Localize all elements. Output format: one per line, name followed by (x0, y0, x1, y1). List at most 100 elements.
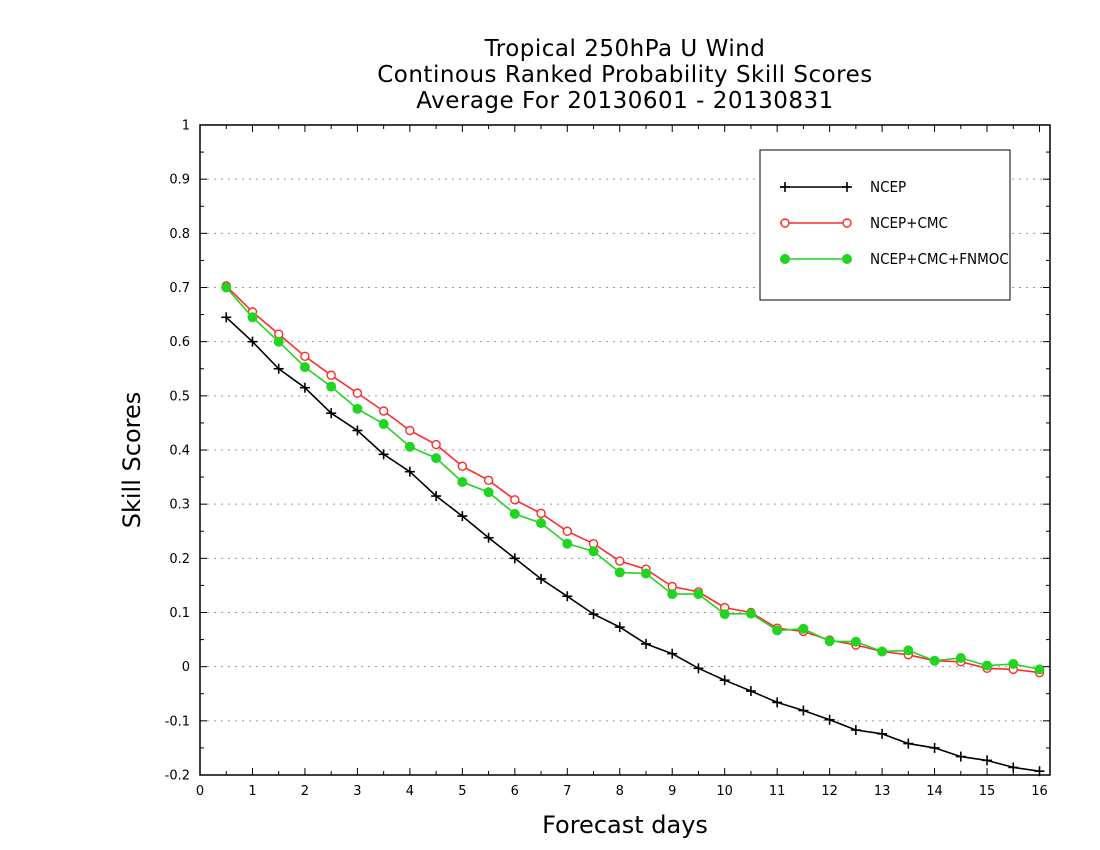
data-point (719, 675, 730, 686)
data-point (772, 697, 783, 708)
legend-entry: NCEP+CMC (780, 214, 948, 232)
data-point (457, 461, 468, 471)
data-point (378, 449, 389, 460)
series-layer (221, 281, 1045, 777)
data-point (273, 363, 284, 374)
legend-marker (780, 218, 790, 228)
x-tick-label: 16 (1031, 784, 1048, 799)
data-point (1008, 762, 1019, 773)
y-tick-label: 0.1 (169, 606, 190, 621)
data-point (378, 406, 389, 416)
data-point (562, 538, 573, 549)
data-point (982, 660, 993, 671)
data-point (693, 589, 704, 600)
title-line-2: Continous Ranked Probability Skill Score… (377, 62, 873, 88)
x-tick-label: 0 (196, 784, 204, 799)
data-point (352, 403, 363, 414)
data-point (247, 312, 258, 323)
data-point (457, 511, 468, 522)
x-tick-label: 11 (769, 784, 786, 799)
legend-marker (842, 182, 852, 192)
x-tick-label: 10 (716, 784, 733, 799)
legend-entry: NCEP (780, 178, 906, 196)
data-point (745, 686, 756, 697)
data-point (404, 466, 415, 477)
data-point (667, 648, 678, 659)
data-point (693, 663, 704, 674)
data-point (824, 714, 835, 725)
y-tick-label: 0.4 (169, 444, 190, 459)
data-point (877, 728, 888, 739)
x-tick-label: 5 (458, 784, 466, 799)
data-point (982, 755, 993, 766)
data-point (509, 508, 520, 519)
x-tick-label: 2 (301, 784, 309, 799)
data-point (509, 553, 520, 564)
data-point (1034, 664, 1045, 675)
data-point (431, 453, 442, 464)
y-tick-label: -0.1 (165, 714, 190, 729)
y-tick-label: 0.3 (169, 498, 190, 513)
data-point (483, 475, 494, 486)
y-tick-label: -0.2 (165, 769, 190, 784)
y-tick-label: 0 (182, 660, 190, 675)
data-point (221, 312, 232, 323)
data-point (483, 487, 494, 498)
legend-marker (842, 218, 852, 228)
title-line-3: Average For 20130601 - 20130831 (416, 88, 834, 114)
x-axis-title: Forecast days (542, 811, 708, 839)
y-tick-label: 0.6 (169, 335, 190, 350)
axes: -0.2-0.100.10.20.30.40.50.60.70.80.910 1 2… (165, 119, 1050, 799)
y-tick-label: 0.8 (169, 227, 190, 242)
data-point (850, 725, 861, 736)
data-point (562, 526, 572, 536)
data-point (614, 622, 625, 633)
data-point (772, 625, 783, 636)
series-ncep-cmc (221, 281, 1045, 678)
data-point (667, 589, 678, 600)
data-point (929, 655, 940, 666)
data-point (955, 751, 966, 762)
x-tick-label: 7 (563, 784, 571, 799)
data-point (247, 336, 258, 347)
data-point (745, 608, 756, 619)
legend-marker (780, 182, 790, 192)
data-point (536, 573, 547, 584)
series-ncep (221, 312, 1045, 777)
data-point (431, 439, 441, 450)
data-point (955, 653, 966, 663)
y-tick-label: 0.2 (169, 552, 190, 567)
data-point (903, 738, 914, 749)
series-ncep-cmc-fnmoc (221, 282, 1045, 675)
legend: NCEP NCEP+CMC NCEP+CMC+FNMOC (759, 149, 1011, 301)
x-tick-label: 3 (353, 784, 361, 799)
data-point (588, 609, 599, 620)
data-point (221, 282, 232, 293)
data-point (1008, 658, 1019, 669)
chart-title: Tropical 250hPa U Wind Continous Ranked … (0, 36, 1100, 114)
x-tick-label: 13 (874, 784, 891, 799)
series-line (225, 285, 1040, 674)
x-tick-label: 8 (616, 784, 624, 799)
x-tick-label: 14 (926, 784, 943, 799)
data-point (404, 441, 415, 452)
data-point (615, 556, 625, 566)
data-point (405, 425, 415, 436)
legend-box (759, 149, 1011, 301)
y-tick-label: 0.9 (169, 173, 190, 188)
data-point (457, 476, 468, 487)
data-point (300, 351, 310, 361)
title-line-1: Tropical 250hPa U Wind (484, 36, 766, 62)
data-point (378, 419, 389, 429)
data-point (588, 546, 599, 557)
y-tick-label: 0.5 (169, 389, 190, 404)
legend-marker (780, 254, 790, 264)
x-tick-label: 1 (248, 784, 256, 799)
data-point (326, 370, 336, 380)
data-point (929, 742, 940, 753)
data-point (562, 591, 573, 602)
data-point (326, 408, 337, 419)
legend-label: NCEP+CMC (870, 214, 948, 232)
data-point (352, 388, 363, 398)
